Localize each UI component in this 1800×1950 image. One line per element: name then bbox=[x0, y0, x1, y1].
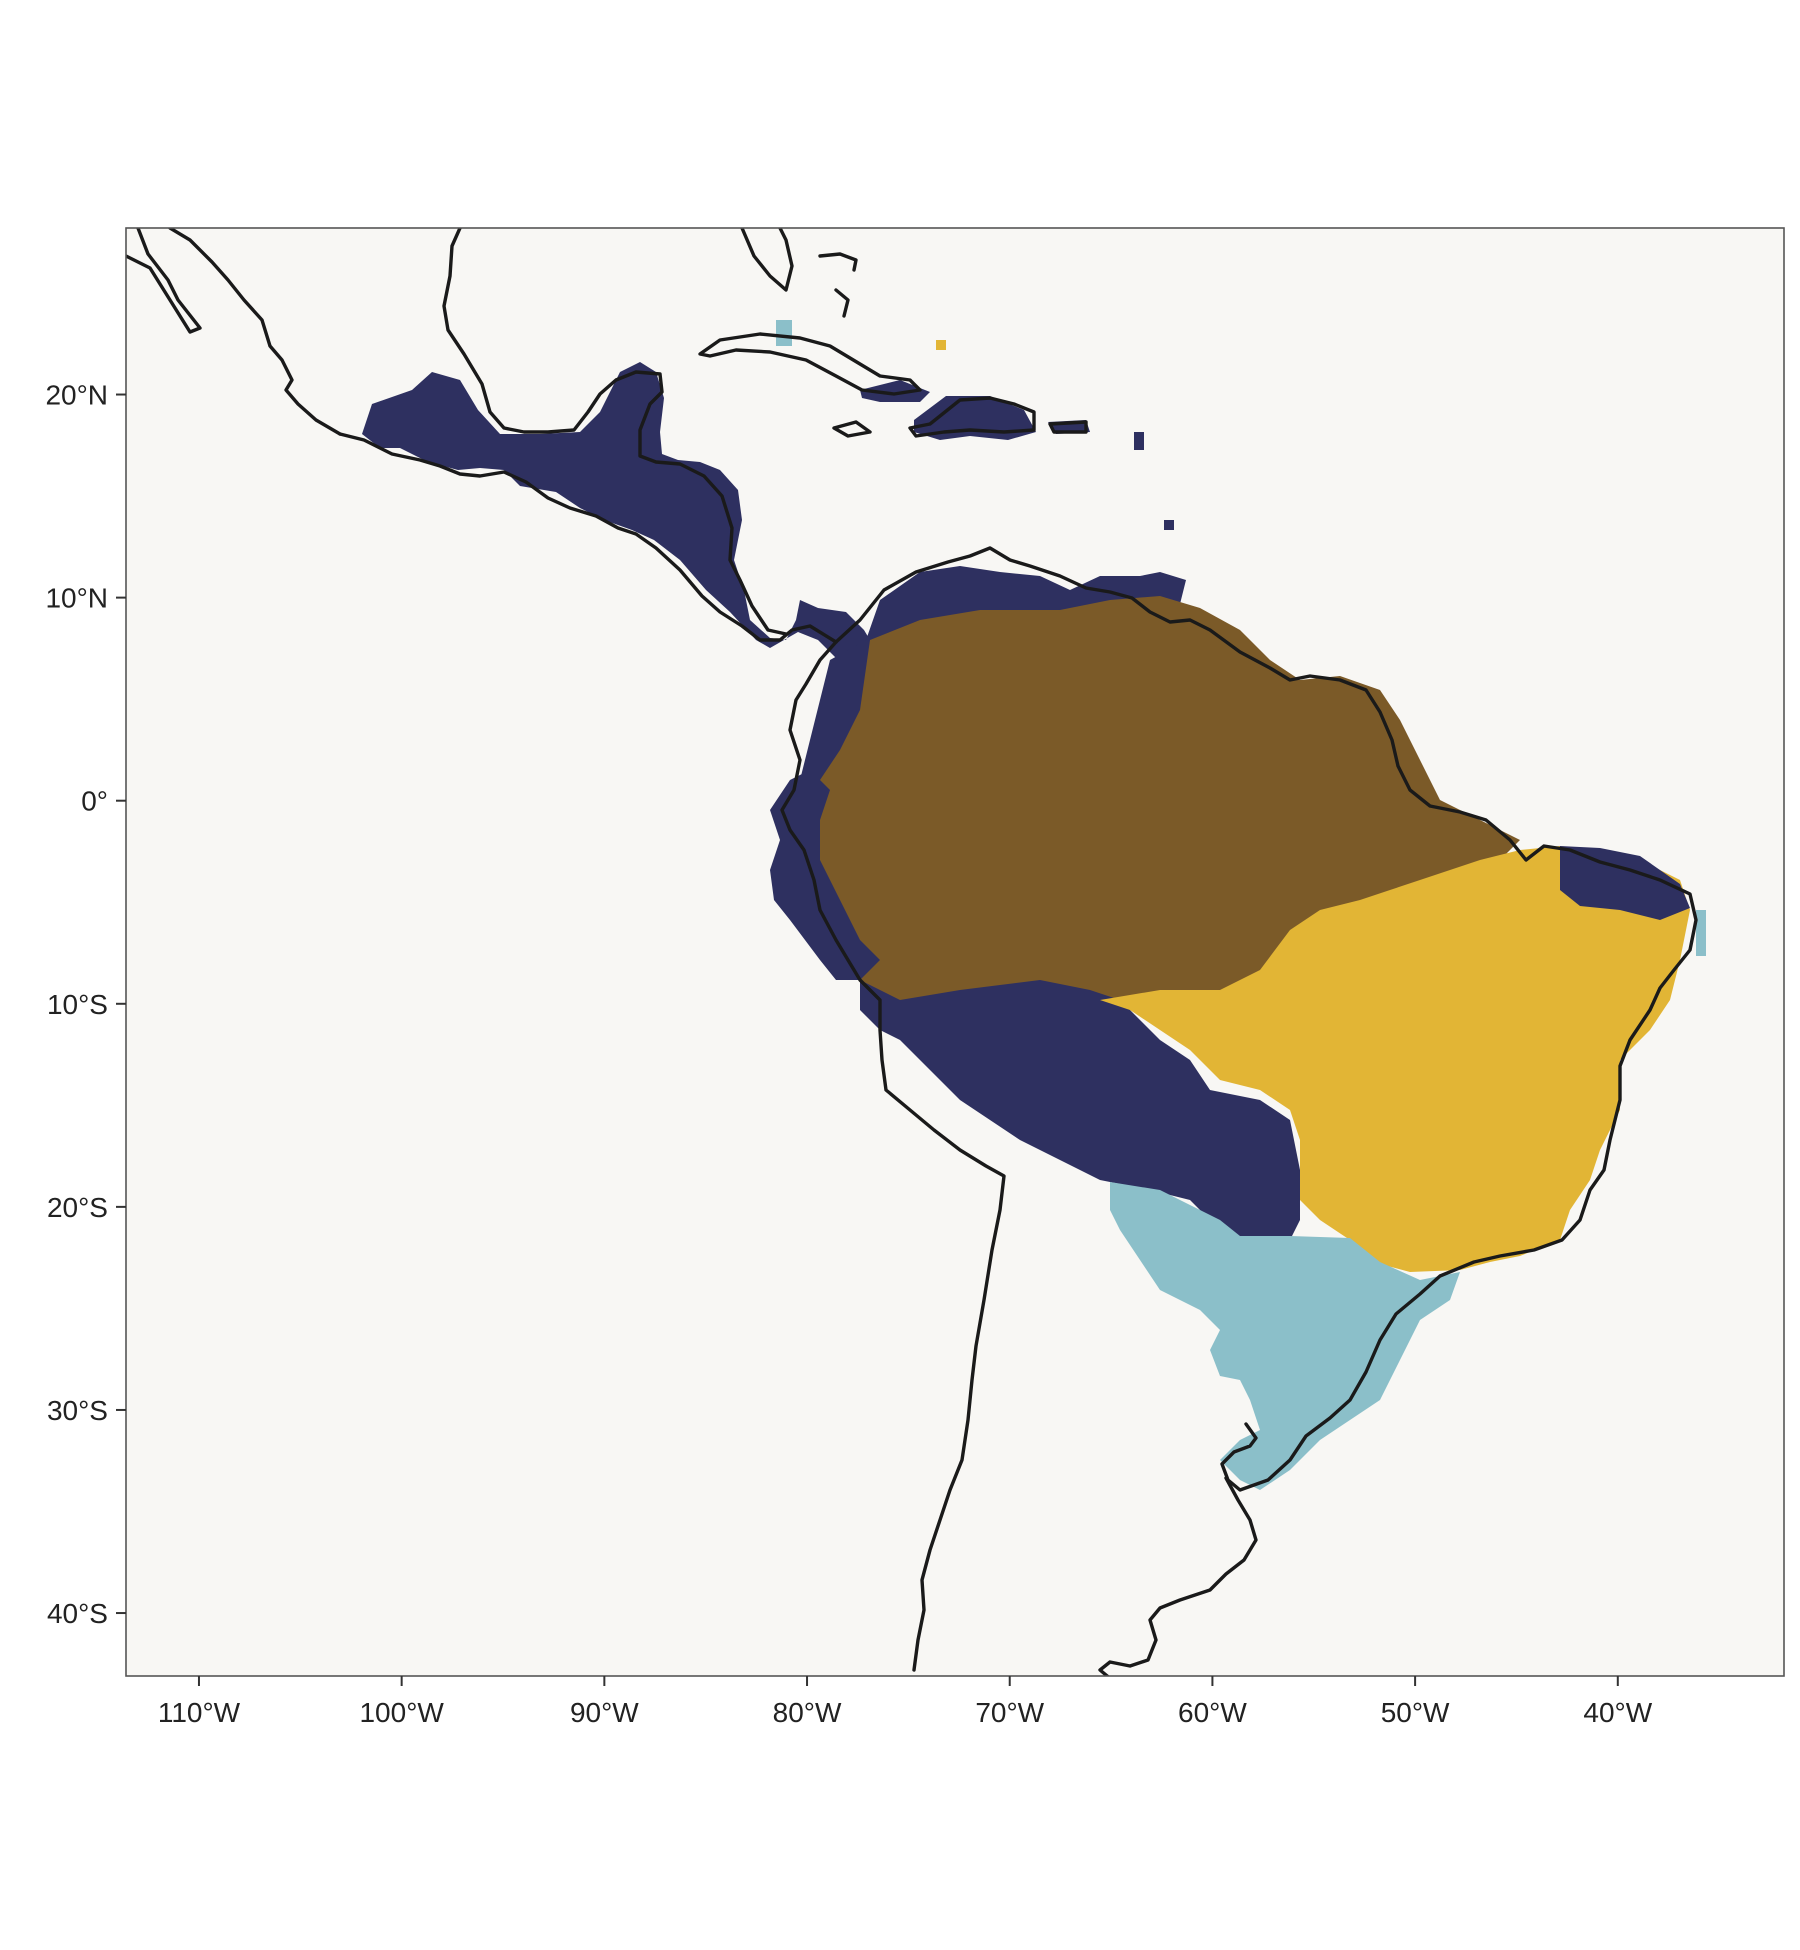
coastline-florida bbox=[740, 228, 794, 292]
coastline-pacific-south-america bbox=[780, 640, 1006, 1672]
coastline-gulf-california bbox=[168, 228, 342, 436]
map-content bbox=[126, 228, 1706, 1676]
y-axis: 20°N 10°N 0° 10°S 20°S 30°S 40°S bbox=[45, 380, 126, 1629]
y-tick-label: 10°N bbox=[45, 583, 108, 614]
region-ne-gold-pixel bbox=[1696, 910, 1706, 956]
region-hispaniola bbox=[914, 396, 1036, 440]
coastline-gulf-mexico bbox=[442, 228, 788, 636]
y-tick-label: 20°N bbox=[45, 380, 108, 411]
x-tick-label: 110°W bbox=[158, 1697, 241, 1728]
x-tick-label: 90°W bbox=[570, 1697, 639, 1728]
coastline-hispaniola bbox=[908, 396, 1036, 438]
x-tick-label: 100°W bbox=[359, 1697, 444, 1728]
x-tick-label: 40°W bbox=[1583, 1697, 1652, 1728]
region-cuba-lightblue bbox=[776, 320, 792, 346]
coastline-jamaica bbox=[832, 420, 872, 438]
x-axis: 110°W 100°W 90°W 80°W 70°W 60°W 50°W 40°W bbox=[158, 1676, 1653, 1728]
y-tick-label: 20°S bbox=[47, 1192, 108, 1223]
x-tick-label: 50°W bbox=[1381, 1697, 1450, 1728]
coastline-cuba bbox=[698, 332, 922, 396]
x-tick-label: 60°W bbox=[1178, 1697, 1247, 1728]
region-andes-west bbox=[770, 770, 880, 980]
y-tick-label: 10°S bbox=[47, 989, 108, 1020]
coastline bbox=[126, 228, 1698, 1676]
coastline-argentina-atlantic bbox=[1098, 1476, 1258, 1676]
coastline-bahamas bbox=[818, 252, 858, 318]
region-lesser-antilles-2 bbox=[1164, 520, 1174, 530]
x-tick-label: 70°W bbox=[975, 1697, 1044, 1728]
y-tick-label: 40°S bbox=[47, 1598, 108, 1629]
coastline-baja-california bbox=[126, 228, 202, 334]
region-southern-forest bbox=[1110, 1182, 1460, 1490]
y-tick-label: 30°S bbox=[47, 1395, 108, 1426]
region-cerrado bbox=[1100, 846, 1690, 1272]
region-central-america bbox=[362, 362, 876, 668]
coastline-south-america bbox=[834, 546, 1698, 1492]
x-tick-label: 80°W bbox=[773, 1697, 842, 1728]
region-cuba bbox=[860, 380, 930, 402]
map-panel-frame bbox=[125, 227, 1785, 1677]
region-northeast-coast bbox=[1560, 846, 1690, 920]
coastline-puerto-rico bbox=[1048, 420, 1088, 434]
region-bahamas-gold bbox=[936, 340, 946, 350]
habitat-regions bbox=[362, 320, 1706, 1490]
region-lesser-antilles-1 bbox=[1134, 432, 1144, 450]
y-tick-label: 0° bbox=[81, 786, 108, 817]
coastline-mexico-pacific bbox=[338, 432, 838, 644]
region-central-andes bbox=[860, 980, 1300, 1250]
